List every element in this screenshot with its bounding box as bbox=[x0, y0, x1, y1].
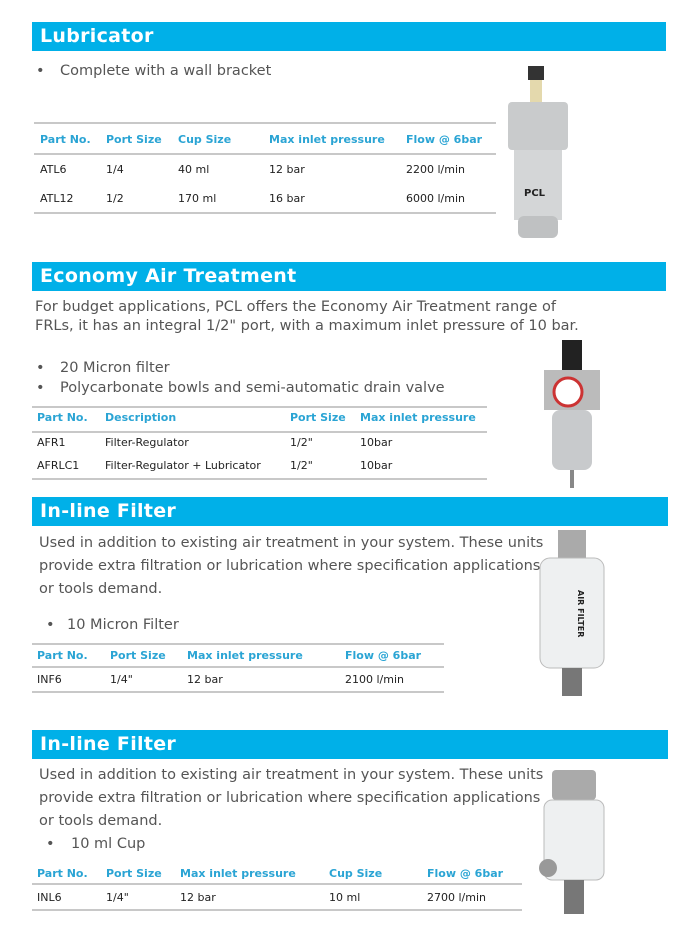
column-header: Port Size bbox=[106, 133, 162, 146]
table-cell: 2200 l/min bbox=[406, 163, 465, 176]
lubricator-table: Part No. Port Size Cup Size Max inlet press… bbox=[34, 122, 496, 214]
bullet-text: 20 Micron filter bbox=[60, 360, 170, 376]
column-header: Max inlet pressure bbox=[269, 133, 385, 146]
paragraph-line: For budget applications, PCL offers the … bbox=[35, 299, 556, 315]
table-divider bbox=[34, 153, 496, 155]
bullet-item: • 20 Micron filter bbox=[36, 360, 170, 376]
table-cell: 10 ml bbox=[329, 891, 361, 904]
table-cell: 2100 l/min bbox=[345, 673, 404, 686]
table-divider bbox=[34, 212, 496, 214]
table-cell: AFRLC1 bbox=[37, 459, 80, 472]
table-cell: 10bar bbox=[360, 436, 393, 449]
table-cell: 2700 l/min bbox=[427, 891, 486, 904]
column-header: Part No. bbox=[37, 649, 88, 662]
section-title-inline-filter: In-line Filter bbox=[32, 497, 668, 526]
inline-lubricator-table: Part No. Port Size Max inlet pressure Cup S… bbox=[32, 861, 522, 913]
economy-paragraph: For budget applications, PCL offers the … bbox=[35, 296, 579, 338]
table-cell: 1/4 bbox=[106, 163, 124, 176]
table-cell: 6000 l/min bbox=[406, 192, 465, 205]
table-divider bbox=[32, 643, 444, 645]
filter-regulator-image bbox=[544, 340, 600, 488]
paragraph-line: provide extra filtration or lubrication … bbox=[39, 558, 541, 574]
paragraph-line: Used in addition to existing air treatme… bbox=[39, 535, 544, 551]
column-header: Port Size bbox=[110, 649, 166, 662]
table-cell: 16 bar bbox=[269, 192, 305, 205]
column-header: Max inlet pressure bbox=[187, 649, 303, 662]
column-header: Flow @ 6bar bbox=[427, 867, 504, 880]
table-cell: Filter-Regulator + Lubricator bbox=[105, 459, 261, 472]
table-divider bbox=[32, 666, 444, 668]
table-divider bbox=[32, 478, 487, 480]
table-cell: 12 bar bbox=[180, 891, 216, 904]
table-cell: INL6 bbox=[37, 891, 62, 904]
column-header: Max inlet pressure bbox=[180, 867, 296, 880]
paragraph-line: or tools demand. bbox=[39, 581, 163, 597]
table-cell: AFR1 bbox=[37, 436, 66, 449]
table-cell: ATL12 bbox=[40, 192, 74, 205]
table-divider bbox=[32, 909, 522, 911]
table-divider bbox=[32, 691, 444, 693]
inline-filter-table: Part No. Port Size Max inlet pressure Flow … bbox=[32, 643, 444, 693]
column-header: Part No. bbox=[40, 133, 91, 146]
section-title-economy: Economy Air Treatment bbox=[32, 262, 666, 291]
air-filter-label: AIR FILTER bbox=[576, 590, 585, 637]
inline-filter-image: AIR FILTER bbox=[539, 530, 605, 696]
pcl-logo: PCL bbox=[524, 188, 546, 199]
table-cell: Filter-Regulator bbox=[105, 436, 189, 449]
table-divider bbox=[32, 883, 522, 885]
bullet-text: Complete with a wall bracket bbox=[60, 63, 272, 79]
table-divider bbox=[32, 431, 487, 433]
section-title-lubricator: Lubricator bbox=[32, 22, 666, 51]
table-divider bbox=[34, 122, 496, 124]
column-header: Description bbox=[105, 411, 177, 424]
table-cell: ATL6 bbox=[40, 163, 67, 176]
column-header: Cup Size bbox=[178, 133, 232, 146]
bullet-text: Polycarbonate bowls and semi-automatic d… bbox=[60, 380, 445, 396]
table-cell: 1/2 bbox=[106, 192, 124, 205]
column-header: Max inlet pressure bbox=[360, 411, 476, 424]
paragraph-line: provide extra filtration or lubrication … bbox=[39, 790, 541, 806]
table-cell: 1/2" bbox=[290, 436, 313, 449]
bullet-item: • Polycarbonate bowls and semi-automatic … bbox=[36, 380, 445, 396]
bullet-item: • 10 Micron Filter bbox=[46, 617, 179, 633]
inline-lubricator-image bbox=[539, 770, 605, 914]
table-cell: 10bar bbox=[360, 459, 393, 472]
column-header: Flow @ 6bar bbox=[345, 649, 422, 662]
column-header: Port Size bbox=[106, 867, 162, 880]
column-header: Flow @ 6bar bbox=[406, 133, 483, 146]
table-cell: 1/4" bbox=[110, 673, 133, 686]
column-header: Part No. bbox=[37, 867, 88, 880]
bullet-text: 10 ml Cup bbox=[71, 836, 146, 852]
table-cell: 12 bar bbox=[269, 163, 305, 176]
section-title-inline-filter-cup: In-line Filter bbox=[32, 730, 668, 759]
table-cell: 1/4" bbox=[106, 891, 129, 904]
paragraph-line: Used in addition to existing air treatme… bbox=[39, 767, 544, 783]
table-cell: 12 bar bbox=[187, 673, 223, 686]
paragraph-line: or tools demand. bbox=[39, 813, 163, 829]
bullet-text: 10 Micron Filter bbox=[67, 617, 179, 633]
inline-filter-paragraph: Used in addition to existing air treatme… bbox=[39, 532, 543, 601]
economy-table: Part No. Description Port Size Max inlet pr… bbox=[32, 406, 487, 480]
bullet-item: • Complete with a wall bracket bbox=[36, 63, 272, 79]
table-cell: 1/2" bbox=[290, 459, 313, 472]
column-header: Port Size bbox=[290, 411, 346, 424]
table-cell: 40 ml bbox=[178, 163, 210, 176]
bullet-item: • 10 ml Cup bbox=[46, 836, 146, 852]
table-cell: 170 ml bbox=[178, 192, 217, 205]
paragraph-line: FRLs, it has an integral 1/2" port, with… bbox=[35, 318, 579, 334]
table-cell: INF6 bbox=[37, 673, 62, 686]
inline-lubricator-paragraph: Used in addition to existing air treatme… bbox=[39, 764, 543, 833]
column-header: Part No. bbox=[37, 411, 88, 424]
column-header: Cup Size bbox=[329, 867, 383, 880]
table-divider bbox=[32, 406, 487, 408]
lubricator-image: PCL bbox=[508, 66, 568, 238]
